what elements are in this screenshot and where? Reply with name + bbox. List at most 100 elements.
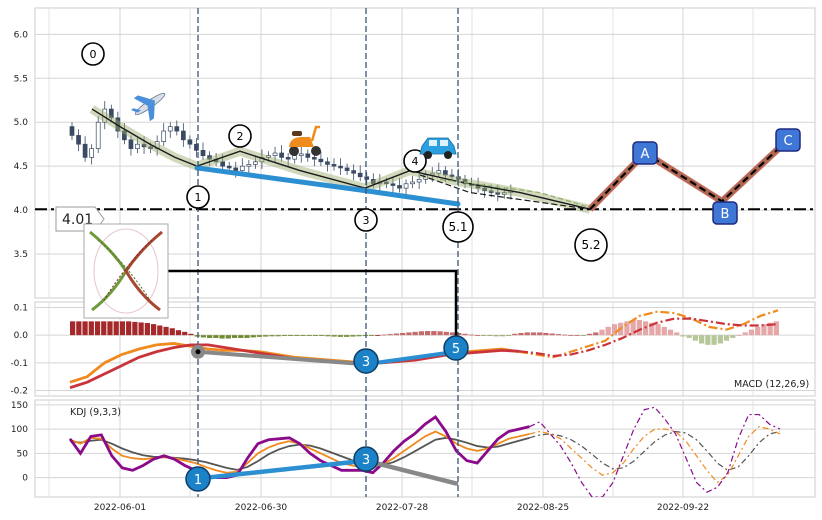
candle-body (462, 179, 468, 185)
macd-histogram-bar (574, 335, 580, 336)
macd-histogram-bar (157, 325, 163, 336)
candle-body (384, 181, 389, 185)
macd-histogram-bar (748, 329, 755, 336)
macd-y-tick-label: -0.1 (10, 359, 28, 369)
candle-body (292, 155, 298, 160)
macd-histogram-bar (70, 321, 76, 336)
macd-wave-marker-circle (443, 335, 469, 361)
candle-body (226, 165, 232, 169)
candle-body (397, 185, 402, 189)
scooter-seat (292, 131, 302, 136)
macd-histogram-bar (144, 323, 150, 336)
macd-histogram-bar (150, 324, 157, 336)
kdj-panel-frame (34, 399, 816, 498)
candle-body (416, 179, 422, 183)
macd-histogram-bar (761, 324, 767, 336)
macd-histogram-bar (736, 335, 742, 336)
kdj-d-line-projection (529, 430, 781, 471)
kdj-layer (68, 406, 781, 497)
macd-histogram-bar (381, 334, 387, 336)
x-tick-label: 2022-08-25 (517, 503, 569, 513)
macd-histogram-bar (113, 321, 119, 336)
wave-5-2-label-circle (574, 228, 608, 262)
macd-histogram-bar (82, 321, 88, 336)
macd-histogram-bar (263, 335, 269, 337)
macd-histogram-bar (692, 335, 699, 341)
macd-histogram-bar (580, 335, 586, 336)
wave-a-label: A (641, 147, 650, 162)
candle-body (279, 152, 284, 158)
macd-histogram-bar (474, 335, 481, 336)
macd-histogram-bar (723, 335, 730, 341)
macd-histogram-bar (337, 335, 344, 337)
macd-histogram-bar (306, 335, 312, 336)
wave-2-label: 2 (237, 130, 244, 143)
candle-body (266, 155, 271, 158)
candle-body (141, 143, 147, 148)
kdj-y-tick-label: 100 (11, 425, 28, 435)
macd-legend-label: MACD (12,26,9) (734, 379, 809, 390)
macd-histogram-bar (493, 335, 499, 337)
wave-0-label-circle (81, 42, 105, 66)
wave-3-label-circle (354, 208, 378, 232)
wave-5-1-label-circle (442, 211, 474, 243)
macd-histogram-bar (287, 335, 294, 337)
wave-1-label-circle (186, 185, 210, 209)
candle-body (443, 170, 448, 176)
candle-body (338, 165, 343, 169)
wave-3-label: 3 (363, 214, 370, 227)
macd-histogram-bar (188, 333, 194, 336)
macd-histogram-bar (437, 331, 443, 336)
x-tick-label: 2022-06-01 (94, 503, 146, 513)
kdj-j-line-projection (529, 406, 781, 497)
macd-histogram-bar (599, 329, 605, 336)
candle-body (364, 176, 370, 180)
macd-histogram-bar (605, 326, 611, 336)
candle-body (69, 126, 75, 136)
candle-body (187, 139, 193, 145)
signal-line-projection (518, 317, 779, 358)
macd-histogram-bar (661, 326, 667, 336)
kdj-y-tick-label: 0 (22, 474, 28, 484)
macd-histogram-bar (356, 335, 362, 337)
candle-body (148, 146, 153, 149)
car-wheel (444, 151, 452, 159)
macd-histogram-bar (138, 322, 144, 336)
macd-histogram-bar (717, 335, 723, 344)
candle-body (436, 170, 442, 174)
wave-2-label-circle (228, 124, 252, 148)
macd-histogram-bar (362, 335, 368, 337)
kdj-wave-marker: 1 (194, 473, 202, 488)
macd-histogram-bar (524, 332, 530, 336)
wave-dash-line-green (439, 178, 591, 209)
macd-histogram-bar (101, 321, 107, 336)
candle-body (253, 161, 258, 165)
candle-body (370, 179, 376, 185)
candle-body (312, 157, 317, 160)
candle-body (167, 126, 173, 132)
macd-histogram-bar (107, 321, 113, 336)
macd-histogram-bar (182, 331, 188, 336)
macd-histogram-bar (456, 332, 462, 336)
macd-histogram-bar (767, 322, 773, 336)
wave-4-label: 4 (412, 155, 419, 168)
macd-histogram-bar (94, 321, 101, 336)
scooter-body (289, 137, 314, 147)
wave-b-label-box (712, 201, 738, 225)
macd-histogram-bar (636, 319, 642, 336)
candle-body (488, 190, 494, 193)
car-wheel (424, 151, 432, 159)
macd-histogram-bar (256, 335, 263, 337)
macd-histogram-bar (773, 321, 779, 336)
macd-histogram-bar (169, 328, 175, 336)
wave-c-label-box (775, 128, 801, 152)
macd-histogram-bar (449, 332, 456, 336)
candle-body (89, 148, 95, 158)
kdj-divergence-blue (195, 458, 369, 481)
candle-body (410, 181, 415, 185)
macd-histogram-bar (406, 332, 412, 336)
macd-histogram-bar (344, 335, 350, 337)
thumbnail-wing (124, 230, 163, 312)
macd-histogram-bar (418, 331, 424, 336)
